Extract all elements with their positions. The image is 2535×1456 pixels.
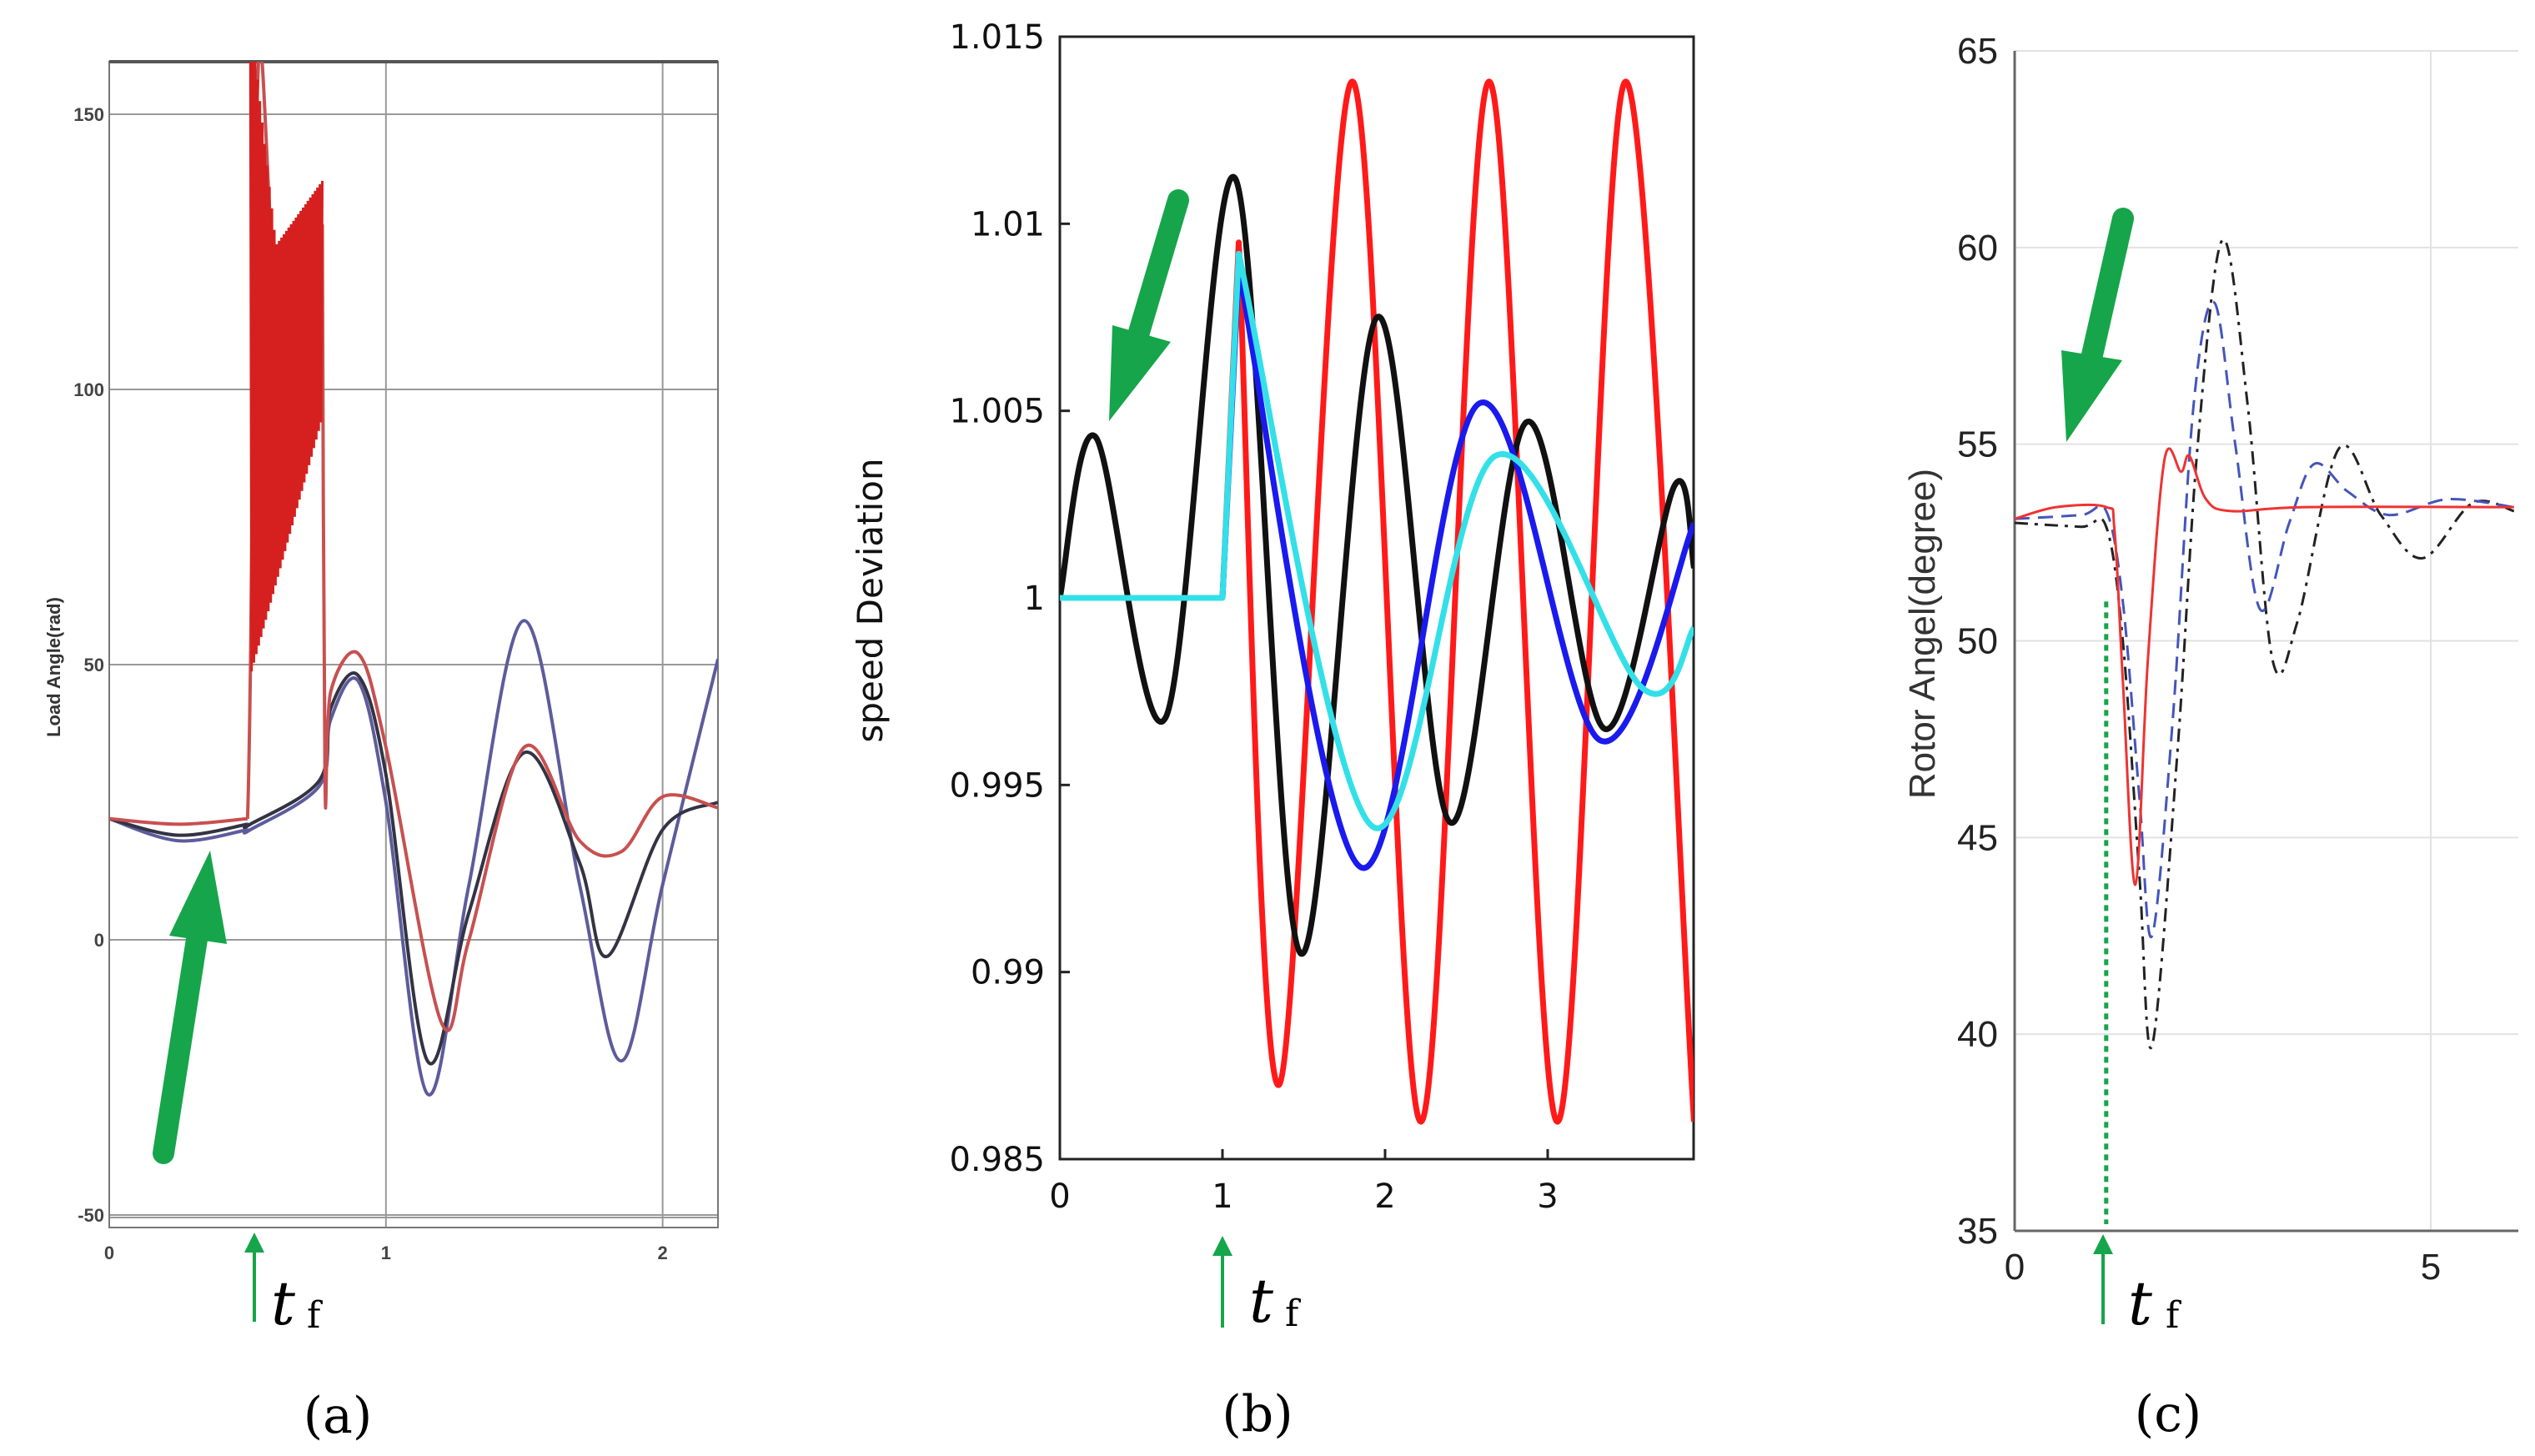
chart-b-green-arrow [1109, 189, 1189, 421]
chart-c-tf-marker: t f [2093, 1234, 2181, 1338]
chart-b-y-axis-label: speed Deviation [850, 458, 891, 742]
chart-c-y-tick-label: 65 [1957, 31, 1998, 72]
chart-c-tf-symbol: t [2128, 1268, 2153, 1338]
chart-c-series-black-dash-dot [2015, 238, 2515, 1050]
chart-a-y-tick-label: 50 [84, 655, 104, 675]
chart-a-y-tick-label: 0 [94, 930, 104, 951]
chart-c-y-tick-label: 40 [1957, 1014, 1998, 1055]
chart-c-y-tick-label: 50 [1957, 621, 1998, 662]
chart-a-x-tick-label: 0 [104, 1243, 114, 1263]
chart-b-series-cyan [1060, 250, 1694, 831]
chart-c-y-tick-label: 60 [1957, 228, 1998, 269]
chart-a-tf-marker: t f [244, 1233, 323, 1338]
chart-b-series-blue [1219, 265, 1694, 871]
chart-a-series-black [109, 671, 718, 1066]
chart-c-y-tick-label: 45 [1957, 817, 1998, 858]
chart-b-x-ticks: 0 1 2 3 [1049, 1149, 1559, 1216]
chart-a-y-ticks: -50 0 50 100 150 [73, 104, 104, 1226]
chart-c-y-ticks: 35 40 45 50 55 60 65 [1957, 31, 1998, 1252]
chart-b-x-tick-label: 2 [1374, 1177, 1395, 1216]
chart-c-plot-area [2015, 238, 2515, 1050]
chart-c-x-tick-label: 0 [2005, 1247, 2025, 1288]
chart-c-series-blue-dashed [2015, 300, 2514, 939]
chart-b-panel-label: (b) [1222, 1385, 1293, 1443]
chart-b-y-tick-label: 0.985 [949, 1141, 1045, 1179]
chart-a-tf-symbol: t [271, 1268, 296, 1338]
chart-b-x-tick-label: 3 [1537, 1177, 1558, 1216]
chart-c-green-arrow [2061, 208, 2134, 442]
chart-a-y-tick-label: 150 [73, 104, 104, 125]
chart-c-series-red-solid [2015, 447, 2514, 886]
chart-b-plot-area [1060, 78, 1694, 1125]
chart-a-tf-subscript: f [307, 1294, 323, 1337]
chart-b-y-tick-label: 1.01 [971, 205, 1045, 244]
chart-b-y-tick-label: 1.015 [949, 18, 1045, 57]
chart-b-x-tick-label: 0 [1049, 1177, 1070, 1216]
chart-c-y-tick-label: 35 [1957, 1211, 1998, 1252]
chart-b-y-tick-label: 1.005 [949, 393, 1045, 431]
chart-b-tf-symbol: t [1249, 1266, 1274, 1336]
chart-a-y-tick-label: 100 [73, 379, 104, 400]
chart-b-y-tick-label: 1 [1024, 580, 1045, 618]
chart-a-plot-area [109, 62, 718, 1097]
chart-b-tf-subscript: f [1285, 1293, 1301, 1335]
chart-c-panel-label: (c) [2135, 1385, 2201, 1443]
chart-b-y-ticks: 0.985 0.99 0.995 1 1.005 1.01 1.015 [949, 18, 1070, 1179]
chart-c-gridlines [2014, 50, 2518, 1232]
chart-b-y-tick-label: 0.99 [971, 954, 1045, 992]
chart-a-x-ticks: 0 1 2 [104, 1243, 668, 1263]
chart-a-series-blue [109, 619, 718, 1097]
chart-b-x-tick-label: 1 [1212, 1177, 1232, 1216]
chart-b-tf-marker: t f [1212, 1236, 1301, 1336]
chart-a-x-tick-label: 2 [658, 1243, 668, 1263]
chart-a-x-tick-label: 1 [381, 1243, 391, 1263]
chart-a-green-arrow [153, 851, 227, 1164]
chart-b: 0.985 0.99 0.995 1 1.005 1.01 1.015 0 1 2 3 speed… [850, 18, 1695, 1443]
chart-c-y-axis-label: Rotor Angel(degree) [1902, 469, 1943, 799]
chart-a-panel-label: (a) [304, 1387, 373, 1445]
chart-a-y-axis-label: Load Angle(rad) [43, 597, 64, 737]
chart-c-x-tick-label: 5 [2421, 1247, 2441, 1288]
chart-a-y-tick-label: -50 [78, 1205, 104, 1226]
chart-b-series-black [1060, 173, 1694, 956]
chart-c-tf-subscript: f [2166, 1294, 2181, 1337]
chart-b-y-tick-label: 0.995 [949, 766, 1045, 805]
chart-a-red-oscillation-band [248, 62, 324, 672]
chart-c-y-tick-label: 55 [1957, 424, 1998, 465]
